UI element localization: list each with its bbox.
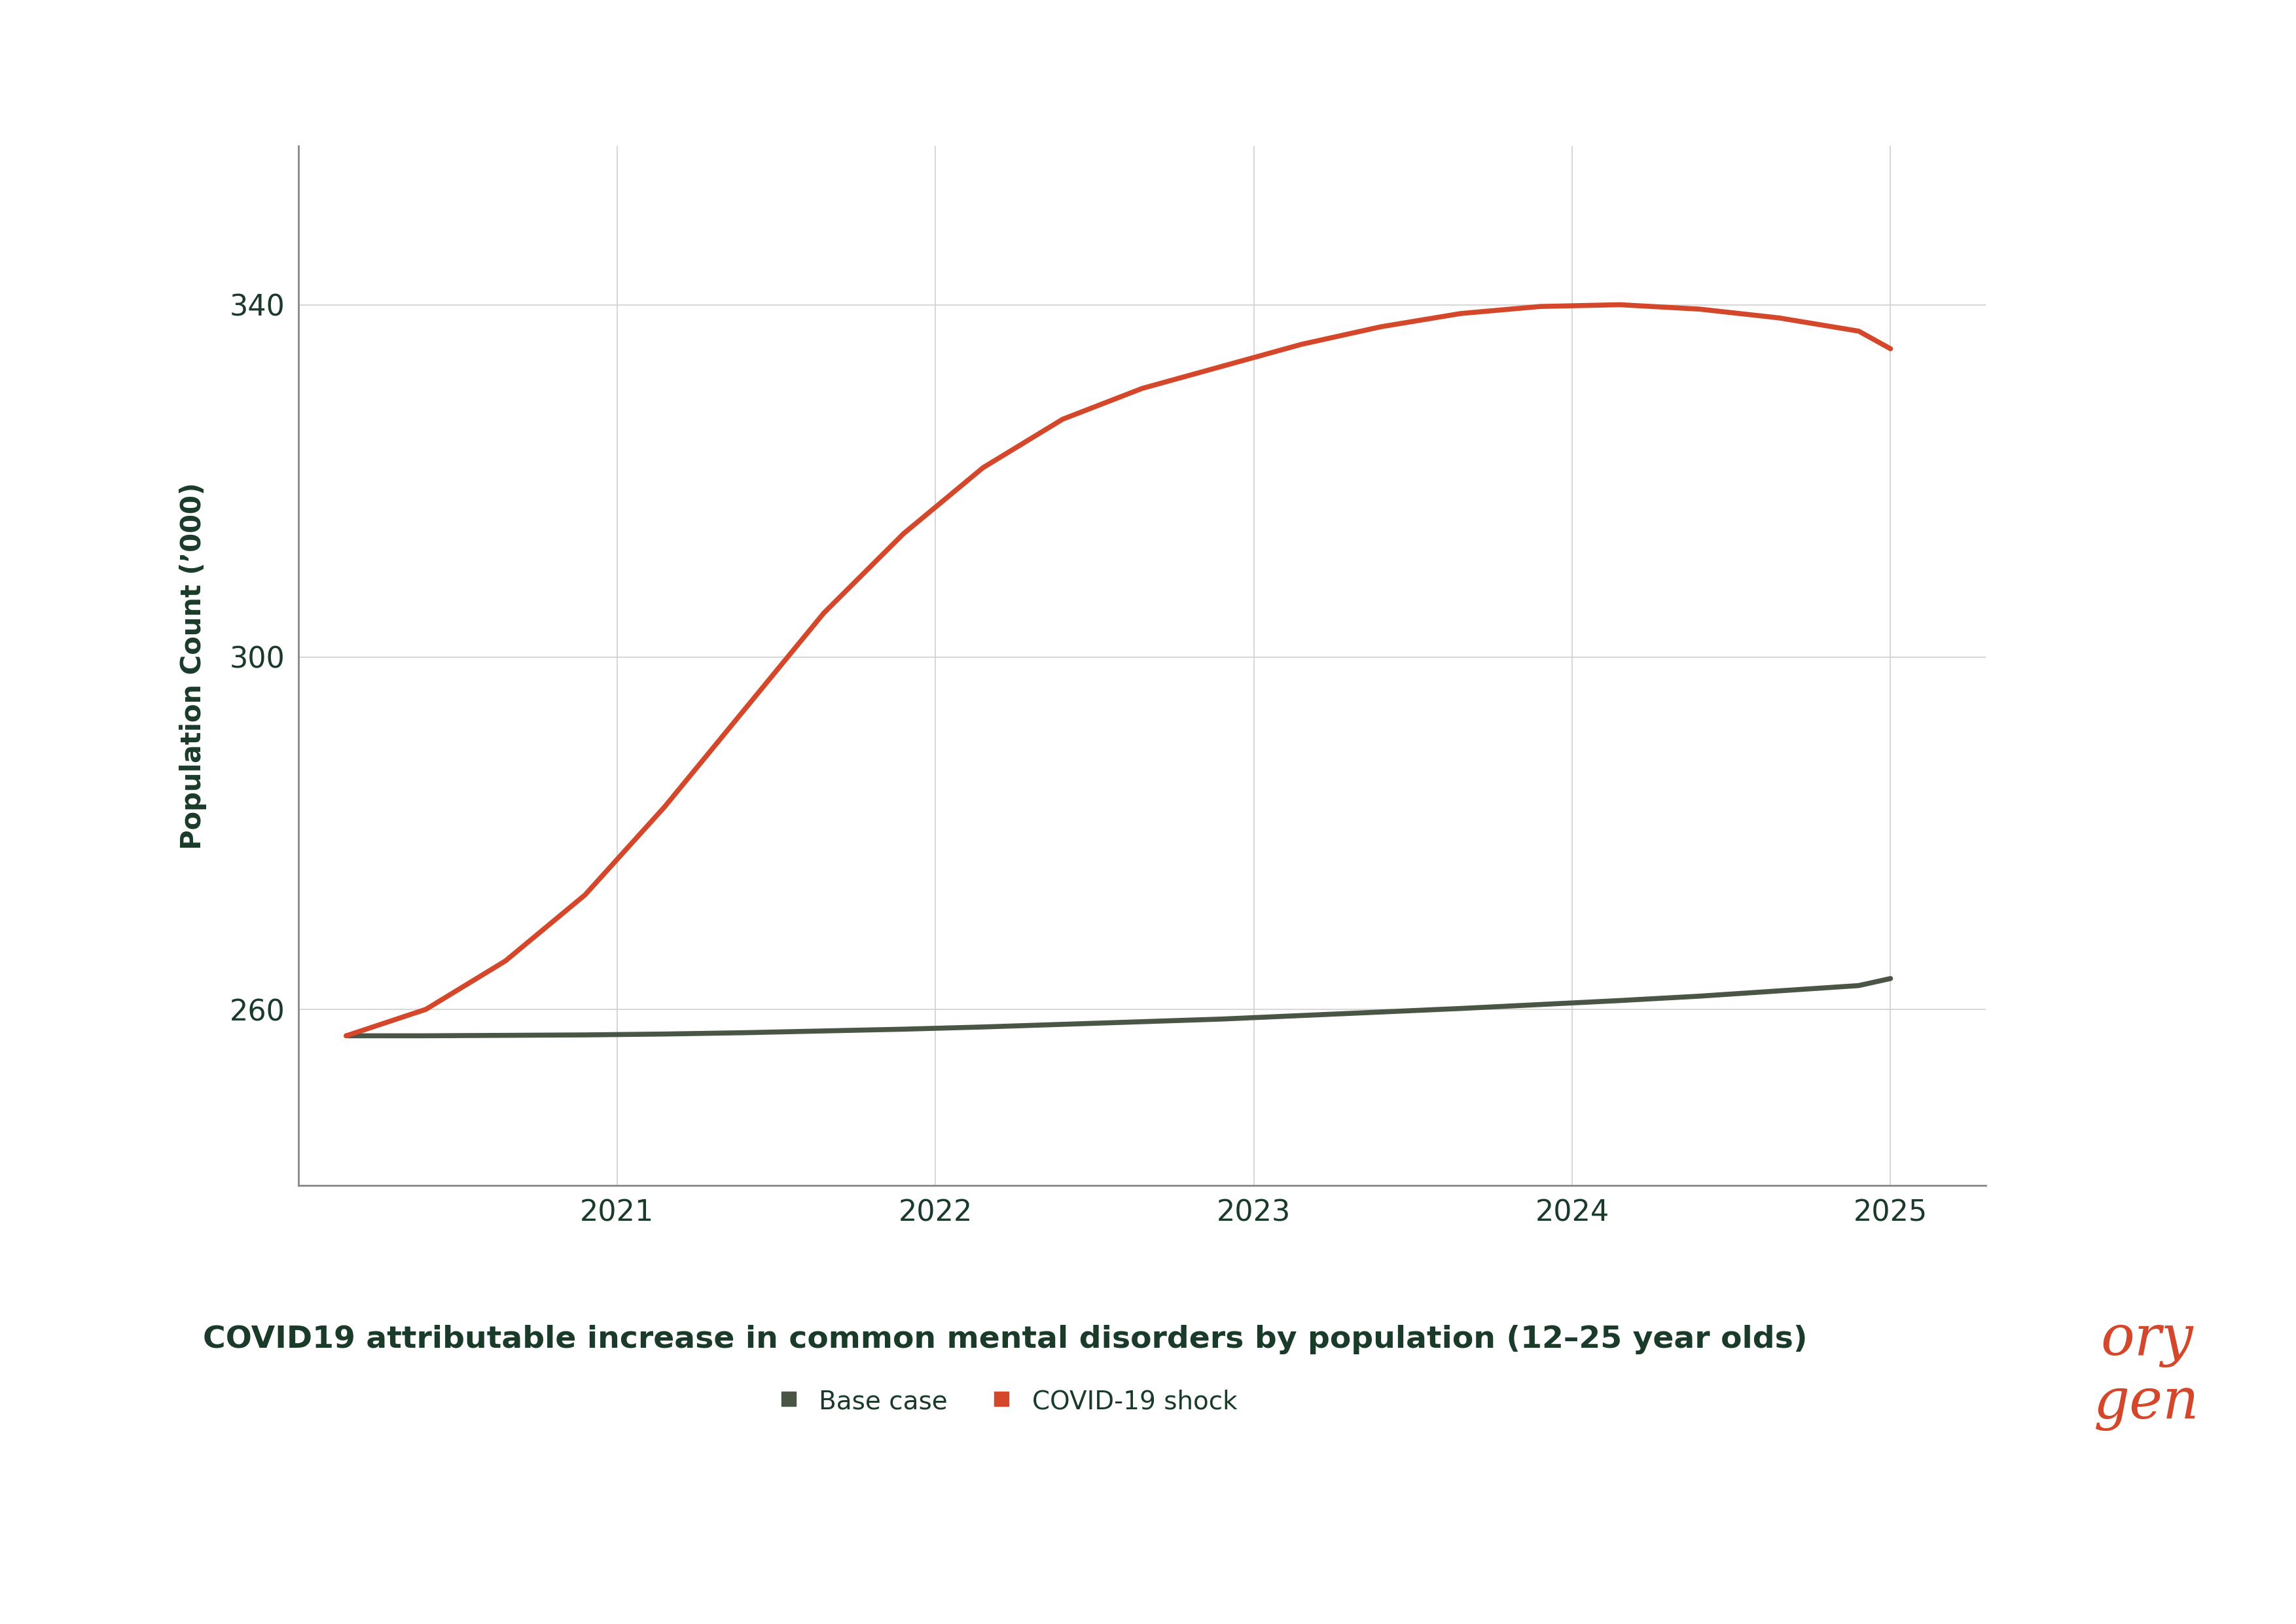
Y-axis label: Population Count (’000): Population Count (’000) <box>179 482 207 849</box>
Legend: Base case, COVID-19 shock: Base case, COVID-19 shock <box>762 1379 1247 1424</box>
Text: ory
gen: ory gen <box>2094 1314 2200 1431</box>
Text: COVID19 attributable increase in common mental disorders by population (12–25 ye: COVID19 attributable increase in common … <box>202 1325 1807 1354</box>
